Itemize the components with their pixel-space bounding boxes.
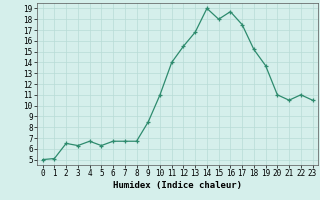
X-axis label: Humidex (Indice chaleur): Humidex (Indice chaleur) xyxy=(113,181,242,190)
